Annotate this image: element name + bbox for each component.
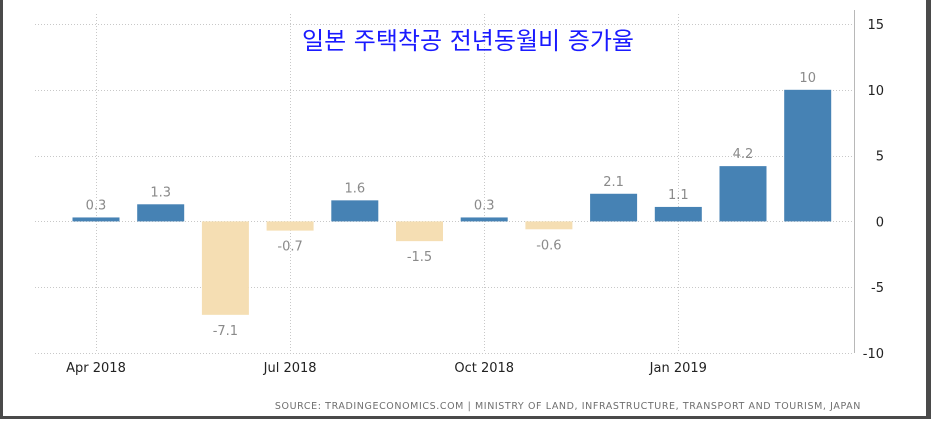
data-label: 1.6 — [344, 181, 365, 196]
bar — [331, 200, 379, 222]
bars — [72, 89, 832, 315]
x-tick-label: Jan 2019 — [649, 361, 707, 376]
grid-lines — [35, 10, 855, 354]
y-axis-ticks: 15 10 5 0 -5 -10 — [863, 18, 884, 362]
y-tick-label: 5 — [876, 150, 884, 165]
y-tick-label: -10 — [863, 347, 884, 362]
x-tick-label: Jul 2018 — [263, 361, 317, 376]
bar — [590, 193, 638, 222]
bar — [396, 221, 443, 242]
bar — [266, 221, 314, 231]
bar — [654, 206, 702, 222]
bar — [525, 221, 573, 230]
source-note: SOURCE: TRADINGECONOMICS.COM | MINISTRY … — [275, 401, 861, 412]
bar — [201, 221, 249, 315]
data-label: 2.1 — [603, 175, 624, 190]
data-label: 1.3 — [150, 185, 171, 200]
data-label: 4.2 — [733, 147, 754, 162]
bar-chart: 0.31.3-7.1-0.71.6-1.50.3-0.62.11.14.210 … — [35, 10, 884, 412]
y-tick-label: -5 — [871, 281, 884, 296]
y-tick-label: 0 — [876, 215, 884, 230]
data-label: -0.6 — [536, 238, 561, 253]
data-label: -0.7 — [277, 240, 302, 255]
bar — [784, 89, 832, 222]
chart-title: 일본 주택착공 전년동월비 증가율 — [302, 27, 634, 55]
data-label: 0.3 — [474, 198, 495, 213]
bar — [460, 217, 508, 222]
bar — [719, 166, 767, 222]
y-tick-label: 10 — [867, 84, 884, 99]
data-label: -1.5 — [407, 250, 432, 265]
x-tick-label: Apr 2018 — [66, 361, 126, 376]
x-axis-ticks: Apr 2018 Jul 2018 Oct 2018 Jan 2019 — [66, 361, 707, 376]
bar — [137, 204, 185, 222]
y-tick-label: 15 — [867, 18, 884, 33]
x-tick-label: Oct 2018 — [454, 361, 514, 376]
bar — [72, 217, 120, 222]
data-label: 10 — [799, 71, 816, 86]
data-label: 0.3 — [86, 198, 107, 213]
data-label: -7.1 — [213, 324, 238, 339]
data-labels: 0.3 1.3 -7.1 -0.7 1.6 -1.5 0.3 -0.6 2.1 1.1 4.2 10 — [86, 71, 816, 339]
data-label: 1.1 — [668, 188, 689, 203]
